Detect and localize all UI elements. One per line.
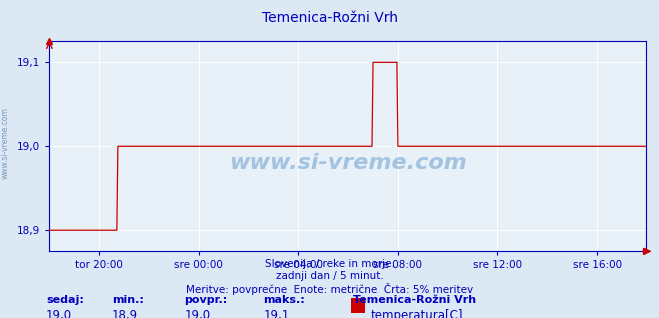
Text: povpr.:: povpr.: xyxy=(185,295,228,305)
Text: Meritve: povprečne  Enote: metrične  Črta: 5% meritev: Meritve: povprečne Enote: metrične Črta:… xyxy=(186,283,473,295)
Text: 19,1: 19,1 xyxy=(264,309,290,318)
Text: sedaj:: sedaj: xyxy=(46,295,84,305)
Text: 18,9: 18,9 xyxy=(112,309,138,318)
Text: min.:: min.: xyxy=(112,295,144,305)
Text: 19,0: 19,0 xyxy=(46,309,72,318)
Text: maks.:: maks.: xyxy=(264,295,305,305)
Text: www.si-vreme.com: www.si-vreme.com xyxy=(229,153,467,173)
Text: Temenica-Rožni Vrh: Temenica-Rožni Vrh xyxy=(353,295,476,305)
Text: temperatura[C]: temperatura[C] xyxy=(370,309,463,318)
Text: Slovenija / reke in morje.: Slovenija / reke in morje. xyxy=(264,259,395,269)
Text: www.si-vreme.com: www.si-vreme.com xyxy=(1,107,10,179)
Text: 19,0: 19,0 xyxy=(185,309,211,318)
Text: zadnji dan / 5 minut.: zadnji dan / 5 minut. xyxy=(275,271,384,281)
Text: Temenica-Rožni Vrh: Temenica-Rožni Vrh xyxy=(262,11,397,25)
